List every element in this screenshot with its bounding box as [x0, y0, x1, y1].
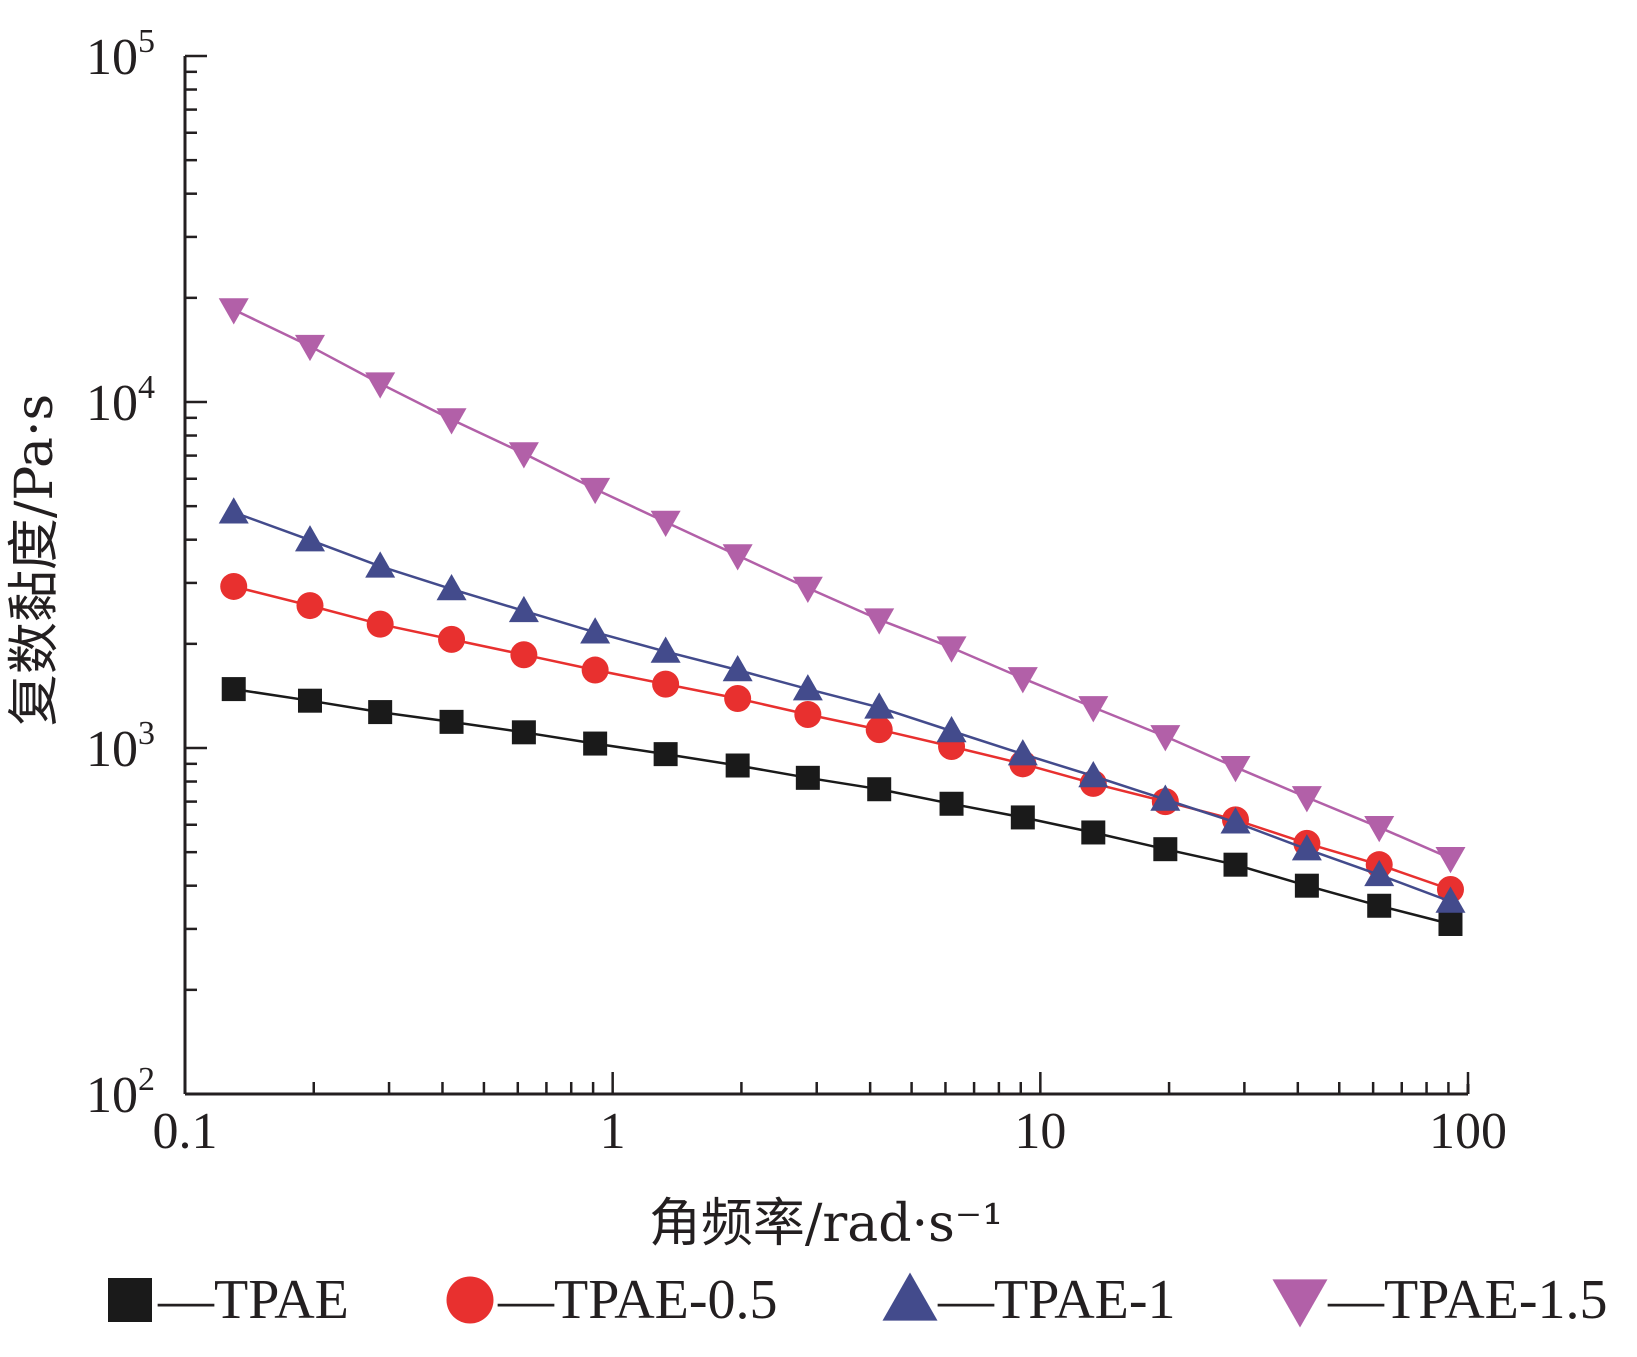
data-point [650, 510, 681, 537]
data-point [1291, 786, 1322, 813]
data-point [296, 592, 324, 620]
data-point [583, 731, 608, 756]
data-point [867, 777, 892, 802]
data-point [1078, 696, 1109, 723]
series-3 [218, 497, 1466, 913]
legend-item: —TPAE [108, 1269, 349, 1331]
data-point [1223, 852, 1248, 877]
data-point [220, 572, 248, 600]
data-point [1294, 873, 1319, 898]
data-point [864, 608, 895, 635]
series-line [233, 687, 1451, 926]
data-point [1220, 807, 1251, 834]
legend-marker [1272, 1279, 1328, 1328]
legend-label: —TPAE-1 [937, 1269, 1176, 1331]
data-point [1007, 739, 1038, 766]
data-point [722, 655, 753, 682]
data-point [653, 742, 678, 767]
series-line [233, 308, 1451, 860]
y-tick-label: 102 [86, 1061, 155, 1124]
data-point [1078, 760, 1109, 788]
data-point [792, 674, 823, 701]
data-point [366, 610, 394, 638]
legend-label: —TPAE-0.5 [497, 1269, 778, 1331]
data-point [221, 677, 246, 702]
legend: —TPAE —TPAE-0.5 —TPAE-1 —TPAE-1.5 [108, 1269, 1608, 1331]
data-point [724, 685, 752, 713]
data-point [1010, 805, 1035, 830]
data-point [722, 544, 753, 571]
data-point [1150, 784, 1181, 811]
data-point [1364, 859, 1395, 887]
data-point [1153, 837, 1178, 862]
data-point [795, 765, 820, 790]
data-point [1435, 886, 1466, 913]
x-tick-label: 1 [600, 1103, 626, 1160]
data-point [365, 551, 396, 578]
legend-label: —TPAE-1.5 [1327, 1269, 1608, 1331]
data-point [294, 525, 325, 552]
data-point [439, 709, 464, 734]
legend-marker [882, 1272, 938, 1321]
data-point [1220, 755, 1251, 783]
data-point [725, 753, 750, 778]
data-point [650, 636, 681, 663]
data-point [652, 670, 680, 698]
data-point [792, 576, 823, 604]
data-point [1081, 820, 1106, 845]
data-point [580, 477, 611, 505]
series-line [233, 585, 1451, 891]
legend-item: —TPAE-1 [882, 1269, 1176, 1331]
data-point [510, 641, 538, 669]
legend-item: —TPAE-1.5 [1272, 1269, 1608, 1331]
data-point [438, 625, 466, 653]
data-point [218, 497, 249, 524]
legend-item: —TPAE-0.5 [446, 1269, 778, 1331]
x-axis-title: 角频率/rad·s⁻¹ [649, 1194, 1003, 1254]
data-point [865, 716, 893, 744]
data-point [1007, 667, 1038, 694]
x-tick-label: 100 [1429, 1103, 1507, 1160]
y-tick-label: 105 [86, 23, 155, 86]
series-line [233, 511, 1451, 903]
data-point [1438, 911, 1463, 936]
data-point [511, 720, 536, 745]
data-point [294, 334, 325, 362]
series-layer [218, 298, 1466, 936]
data-point [508, 442, 539, 469]
data-point [1367, 893, 1392, 918]
series-2 [220, 572, 1464, 903]
data-point [1150, 725, 1181, 752]
data-point [368, 700, 393, 725]
x-tick-label: 0.1 [153, 1103, 218, 1160]
data-point [1435, 847, 1466, 874]
data-point [436, 574, 467, 601]
data-point [580, 617, 611, 644]
data-point [1291, 834, 1322, 861]
data-point [218, 298, 249, 325]
data-point [365, 372, 396, 399]
series-1 [221, 677, 1463, 936]
data-point [939, 791, 964, 816]
y-tick-label: 104 [86, 369, 155, 432]
data-point [508, 595, 539, 623]
data-point [936, 715, 967, 743]
x-tick-label: 10 [1014, 1103, 1066, 1160]
y-tick-label: 103 [86, 715, 155, 778]
series-4 [218, 298, 1466, 874]
data-point [1364, 816, 1395, 843]
data-point [794, 700, 822, 728]
legend-marker [446, 1276, 494, 1324]
axes: 0.1 1 10 100 102 103 104 105 [86, 23, 1507, 1160]
legend-marker [108, 1278, 152, 1322]
data-point [581, 656, 609, 684]
y-axis-title: 复数黏度/Pa·s [5, 394, 65, 726]
data-point [436, 408, 467, 435]
data-point [864, 692, 895, 719]
data-point [297, 688, 322, 713]
data-point [936, 636, 967, 663]
legend-label: —TPAE [157, 1269, 349, 1331]
